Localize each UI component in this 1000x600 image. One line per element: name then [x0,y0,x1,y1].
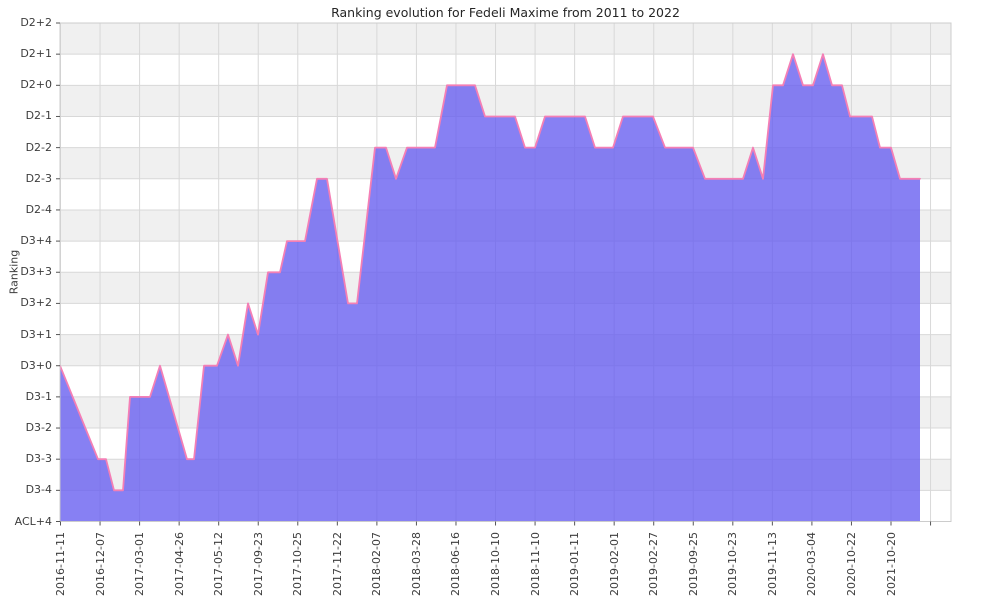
x-tick-label: 2017-09-23 [251,532,265,596]
x-tick-label: 2019-02-01 [607,532,621,596]
band-row [60,23,951,55]
x-tick-label: 2018-10-10 [489,532,503,596]
y-tick-label: D3+3 [20,265,52,279]
x-tick-label: 2017-10-25 [291,532,305,596]
x-tick-label: 2019-01-11 [568,532,582,596]
y-tick-label: D2+1 [20,47,52,61]
y-tick-label: D3-4 [25,483,52,497]
y-tick-label: D3-2 [25,421,52,435]
y-tick-label: ACL+4 [14,514,52,528]
y-tick-label: D2+0 [20,78,52,92]
y-tick-label: D3+4 [20,234,52,248]
x-tick-label: 2019-02-27 [647,532,661,596]
x-tick-label: 2017-11-22 [330,532,344,596]
y-tick-label: D3+2 [20,296,52,310]
y-tick-label: D3-3 [25,452,52,466]
y-tick-label: D2+2 [20,16,52,29]
x-tick-label: 2018-02-07 [370,532,384,596]
x-tick-label: 2016-11-11 [54,532,67,596]
band-row [60,54,951,86]
chart-title: Ranking evolution for Fedeli Maxime from… [331,5,680,20]
x-tick-label: 2018-06-16 [449,532,463,596]
y-tick-label: D2-2 [25,140,52,154]
x-tick-label: 2018-11-10 [528,532,542,596]
x-tick-label: 2017-04-26 [172,532,186,596]
x-tick-label: 2018-03-28 [409,532,423,596]
ranking-line [59,53,921,492]
ranking-area-fill [60,54,920,522]
y-tick-label: D3-1 [25,389,52,403]
y-tick-label: D2-4 [25,202,52,216]
x-tick-label: 2017-03-01 [133,532,147,596]
x-tick-label: 2019-11-13 [765,532,779,596]
x-tick-label: 2016-12-07 [93,532,107,596]
x-tick-label: 2020-03-04 [805,532,819,596]
y-tick-label: D2-1 [25,109,52,123]
y-tick-label: D3+0 [20,358,52,372]
x-tick-label: 2021-10-20 [884,532,898,596]
x-tick-label: 2020-10-22 [844,532,858,596]
y-tick-label: D2-3 [25,171,52,185]
x-tick-label: 2017-05-12 [212,532,226,596]
x-tick-label: 2019-10-23 [726,532,740,596]
y-tick-label: D3+1 [20,327,52,341]
x-tick-label: 2019-09-25 [686,532,700,596]
